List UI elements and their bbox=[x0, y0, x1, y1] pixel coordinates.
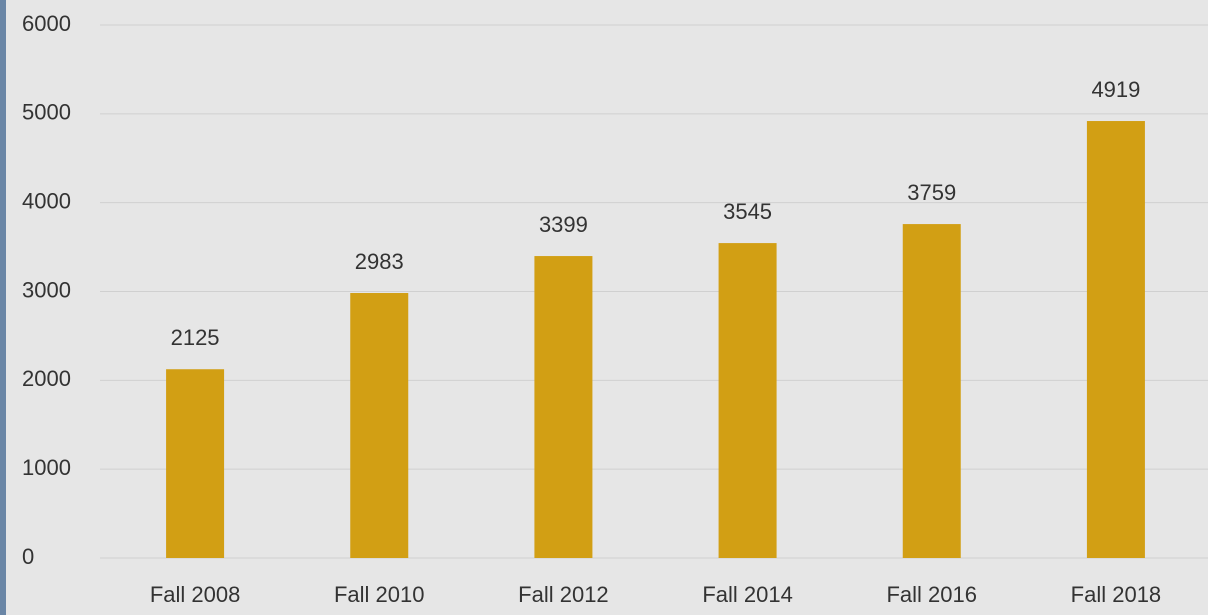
x-tick-label: Fall 2016 bbox=[886, 582, 977, 607]
data-label: 2983 bbox=[355, 249, 404, 274]
bar bbox=[902, 224, 961, 558]
bar bbox=[350, 293, 409, 558]
data-label: 2125 bbox=[171, 325, 220, 350]
x-tick-label: Fall 2014 bbox=[702, 582, 793, 607]
y-tick-label: 4000 bbox=[22, 188, 71, 213]
x-tick-label: Fall 2008 bbox=[150, 582, 241, 607]
left-edge bbox=[0, 0, 6, 615]
x-tick-label: Fall 2018 bbox=[1071, 582, 1162, 607]
data-label: 3759 bbox=[907, 180, 956, 205]
y-tick-label: 2000 bbox=[22, 366, 71, 391]
bar bbox=[534, 256, 593, 558]
data-label: 3399 bbox=[539, 212, 588, 237]
bar bbox=[1086, 121, 1145, 558]
data-label: 4919 bbox=[1091, 77, 1140, 102]
y-tick-label: 3000 bbox=[22, 277, 71, 302]
data-label: 3545 bbox=[723, 199, 772, 224]
bar bbox=[166, 369, 225, 558]
y-tick-label: 1000 bbox=[22, 455, 71, 480]
y-tick-label: 5000 bbox=[22, 100, 71, 125]
x-tick-label: Fall 2010 bbox=[334, 582, 425, 607]
bar bbox=[718, 243, 777, 559]
x-tick-label: Fall 2012 bbox=[518, 582, 609, 607]
y-tick-label: 6000 bbox=[22, 11, 71, 36]
y-tick-label: 0 bbox=[22, 544, 34, 569]
